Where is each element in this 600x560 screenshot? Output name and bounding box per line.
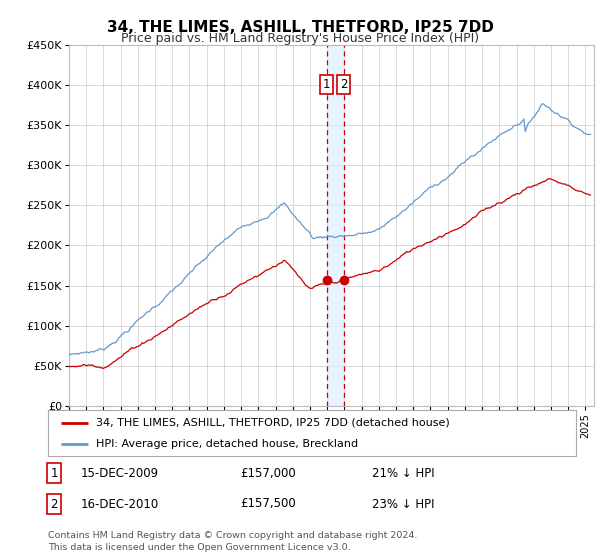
Text: 23% ↓ HPI: 23% ↓ HPI [372, 497, 434, 511]
Text: 15-DEC-2009: 15-DEC-2009 [81, 466, 159, 480]
Text: 16-DEC-2010: 16-DEC-2010 [81, 497, 159, 511]
Text: 2: 2 [50, 497, 58, 511]
Text: Price paid vs. HM Land Registry's House Price Index (HPI): Price paid vs. HM Land Registry's House … [121, 32, 479, 45]
Text: 1: 1 [323, 78, 330, 91]
Bar [326, 45, 344, 406]
Text: Contains HM Land Registry data © Crown copyright and database right 2024.: Contains HM Land Registry data © Crown c… [48, 531, 418, 540]
Text: 21% ↓ HPI: 21% ↓ HPI [372, 466, 434, 480]
Text: 2: 2 [340, 78, 347, 91]
Text: HPI: Average price, detached house, Breckland: HPI: Average price, detached house, Brec… [95, 439, 358, 449]
Text: 1: 1 [50, 466, 58, 480]
Text: 34, THE LIMES, ASHILL, THETFORD, IP25 7DD (detached house): 34, THE LIMES, ASHILL, THETFORD, IP25 7D… [95, 418, 449, 428]
Text: £157,500: £157,500 [240, 497, 296, 511]
Text: This data is licensed under the Open Government Licence v3.0.: This data is licensed under the Open Gov… [48, 543, 350, 552]
Text: £157,000: £157,000 [240, 466, 296, 480]
Text: 34, THE LIMES, ASHILL, THETFORD, IP25 7DD: 34, THE LIMES, ASHILL, THETFORD, IP25 7D… [107, 20, 493, 35]
